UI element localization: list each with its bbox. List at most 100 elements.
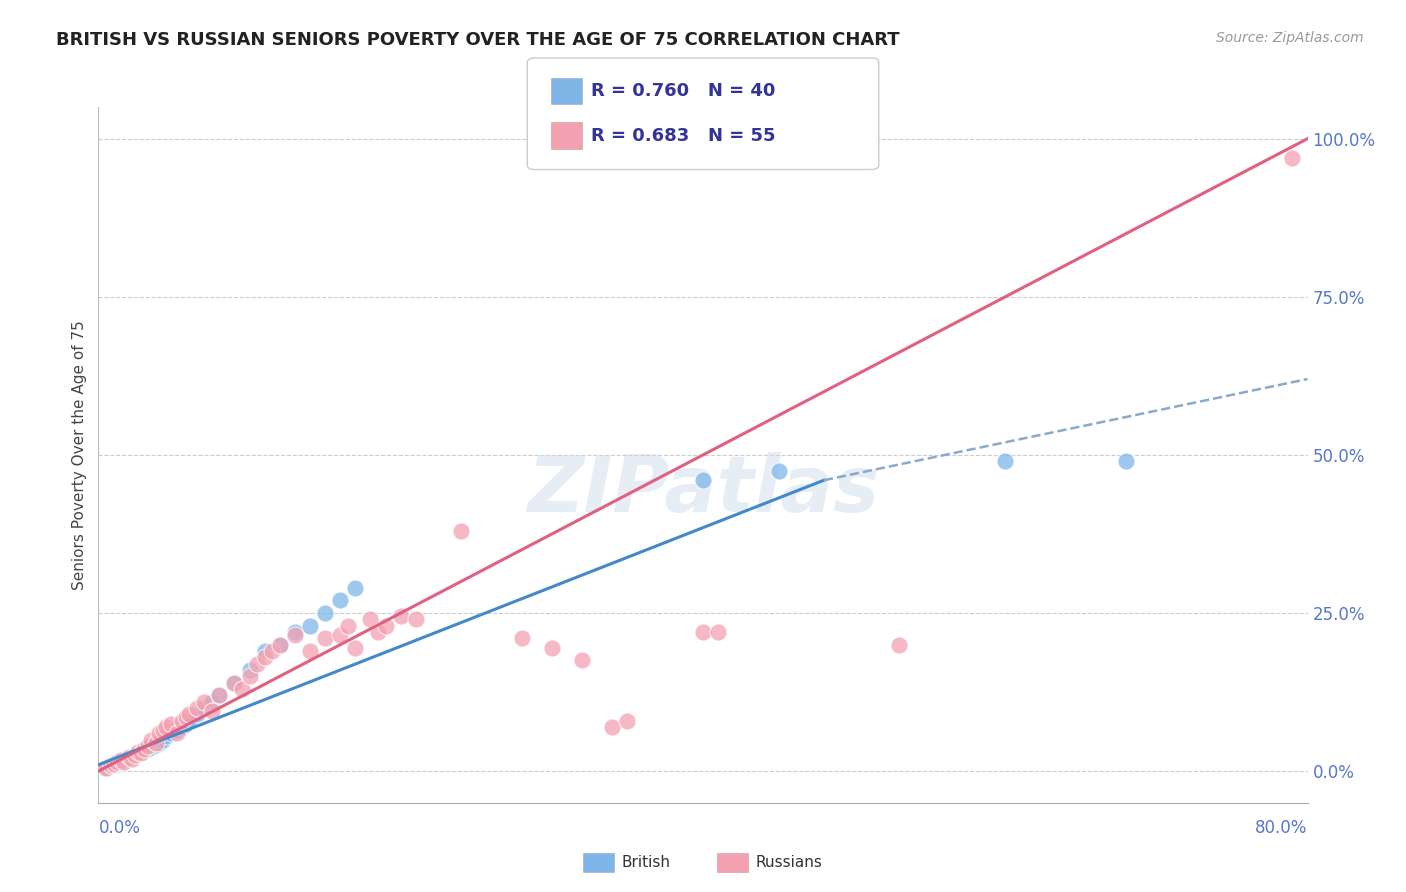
Text: R = 0.683   N = 55: R = 0.683 N = 55 — [591, 127, 775, 145]
Point — [602, 720, 624, 734]
Point — [360, 612, 382, 626]
Point — [336, 618, 359, 632]
Text: R = 0.760   N = 40: R = 0.760 N = 40 — [591, 82, 775, 100]
Point — [155, 720, 177, 734]
Point — [127, 747, 149, 761]
Point — [186, 701, 208, 715]
Point — [110, 753, 132, 767]
Point — [166, 723, 188, 737]
Point — [129, 745, 152, 759]
Point — [186, 707, 208, 722]
Point — [201, 704, 224, 718]
Point — [132, 742, 155, 756]
Point — [768, 464, 790, 478]
Point — [145, 738, 167, 752]
Point — [253, 644, 276, 658]
Point — [155, 730, 177, 744]
Point — [314, 606, 336, 620]
Point — [299, 618, 322, 632]
Text: British: British — [621, 855, 671, 870]
Point — [100, 759, 122, 773]
Point — [141, 740, 163, 755]
Point — [269, 638, 291, 652]
Point — [112, 753, 135, 767]
Point — [152, 723, 174, 737]
Point — [284, 628, 307, 642]
Y-axis label: Seniors Poverty Over the Age of 75: Seniors Poverty Over the Age of 75 — [72, 320, 87, 590]
Point — [136, 742, 159, 756]
Point — [1281, 151, 1303, 165]
Text: 80.0%: 80.0% — [1256, 819, 1308, 837]
Point — [103, 756, 125, 771]
Point — [329, 593, 352, 607]
Point — [208, 688, 231, 702]
Point — [174, 716, 197, 731]
Text: BRITISH VS RUSSIAN SENIORS POVERTY OVER THE AGE OF 75 CORRELATION CHART: BRITISH VS RUSSIAN SENIORS POVERTY OVER … — [56, 31, 900, 49]
Point — [152, 732, 174, 747]
Point — [105, 755, 128, 769]
Point — [616, 714, 638, 728]
Point — [179, 707, 201, 722]
Point — [105, 756, 128, 771]
Point — [269, 638, 291, 652]
Point — [193, 695, 215, 709]
Point — [246, 657, 269, 671]
Point — [166, 726, 188, 740]
Point — [127, 745, 149, 759]
Point — [994, 454, 1017, 468]
Point — [510, 632, 533, 646]
Point — [193, 701, 215, 715]
Point — [110, 755, 132, 769]
Point — [124, 748, 146, 763]
Point — [540, 640, 562, 655]
Point — [145, 736, 167, 750]
Text: Source: ZipAtlas.com: Source: ZipAtlas.com — [1216, 31, 1364, 45]
Point — [239, 669, 262, 683]
Point — [103, 757, 125, 772]
Point — [121, 750, 143, 764]
Point — [129, 747, 152, 761]
Point — [692, 473, 714, 487]
Point — [1115, 454, 1137, 468]
Point — [124, 748, 146, 763]
Point — [208, 688, 231, 702]
Point — [367, 625, 389, 640]
Point — [94, 761, 117, 775]
Point — [284, 625, 307, 640]
Point — [253, 650, 276, 665]
Text: Russians: Russians — [755, 855, 823, 870]
Point — [239, 663, 262, 677]
Point — [231, 681, 253, 696]
Point — [174, 710, 197, 724]
Point — [299, 644, 322, 658]
Point — [141, 732, 163, 747]
Point — [94, 761, 117, 775]
Point — [148, 726, 170, 740]
Point — [170, 720, 193, 734]
Point — [201, 695, 224, 709]
Text: ZIPatlas: ZIPatlas — [527, 451, 879, 528]
Point — [179, 714, 201, 728]
Point — [160, 716, 183, 731]
Point — [224, 675, 246, 690]
Point — [374, 618, 396, 632]
Point — [121, 751, 143, 765]
Point — [262, 644, 284, 658]
Point — [118, 750, 141, 764]
Point — [224, 675, 246, 690]
Point — [314, 632, 336, 646]
Point — [344, 581, 367, 595]
Text: 0.0%: 0.0% — [98, 819, 141, 837]
Point — [571, 653, 593, 667]
Point — [889, 638, 911, 652]
Point — [100, 757, 122, 772]
Point — [707, 625, 730, 640]
Point — [692, 625, 714, 640]
Point — [136, 739, 159, 753]
Point — [450, 524, 472, 538]
Point — [148, 736, 170, 750]
Point — [389, 609, 412, 624]
Point — [329, 628, 352, 642]
Point — [112, 755, 135, 769]
Point — [132, 744, 155, 758]
